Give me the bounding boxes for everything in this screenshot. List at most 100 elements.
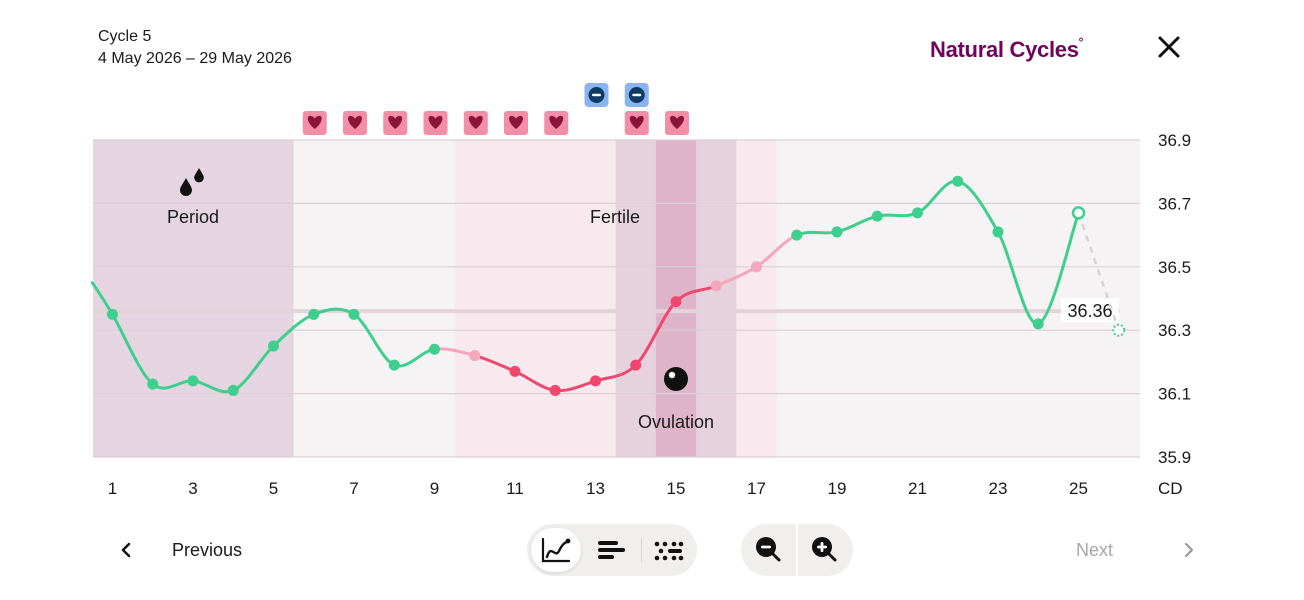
data-point bbox=[268, 340, 279, 352]
predicted-line bbox=[1077, 212, 1120, 331]
view-toggle bbox=[527, 524, 697, 576]
x-tick-label: 15 bbox=[667, 479, 686, 498]
heart-icon bbox=[428, 115, 443, 129]
heart-icon bbox=[468, 115, 483, 129]
y-tick-label: 36.7 bbox=[1158, 194, 1191, 213]
data-point bbox=[509, 365, 521, 377]
brand-mark: ° bbox=[1078, 34, 1084, 49]
y-tick-label: 36.9 bbox=[1158, 131, 1191, 150]
zoom-in-button[interactable] bbox=[799, 528, 851, 572]
data-point bbox=[147, 378, 159, 390]
heart-icon bbox=[670, 115, 684, 129]
ovulation-egg-highlight bbox=[668, 371, 676, 379]
heart-tag bbox=[383, 111, 408, 135]
zoom-controls bbox=[741, 524, 853, 576]
zoom-divider bbox=[796, 524, 798, 576]
x-tick-label: 3 bbox=[188, 479, 197, 498]
fertile-label: Fertile bbox=[590, 207, 640, 227]
heart-icon bbox=[549, 115, 564, 129]
data-point bbox=[630, 359, 642, 371]
period-band bbox=[93, 140, 294, 457]
zoom-out-button[interactable] bbox=[743, 528, 795, 572]
data-point bbox=[992, 226, 1004, 238]
heart-tag bbox=[302, 111, 327, 135]
data-point bbox=[831, 226, 843, 238]
ovulation-icon bbox=[664, 367, 688, 391]
data-point bbox=[710, 280, 722, 292]
next-button[interactable]: Next bbox=[1076, 536, 1199, 564]
view-divider bbox=[641, 538, 642, 562]
data-point bbox=[348, 308, 360, 320]
drop-shape bbox=[194, 168, 204, 183]
minus-mark bbox=[592, 93, 601, 97]
y-tick-label: 36.1 bbox=[1158, 385, 1191, 404]
data-point bbox=[952, 175, 964, 187]
ovulation-label: Ovulation bbox=[638, 412, 714, 432]
y-tick-label: 36.5 bbox=[1158, 258, 1191, 277]
previous-label: Previous bbox=[172, 539, 243, 560]
heart-tag bbox=[665, 111, 689, 135]
x-tick-label: 1 bbox=[108, 479, 117, 498]
cycle-title: Cycle 5 bbox=[98, 28, 152, 45]
y-tick-label: 35.9 bbox=[1158, 448, 1191, 467]
coverline-label-bg bbox=[1061, 298, 1119, 323]
zoom-in-icon bbox=[812, 537, 837, 562]
temperature-line-segment bbox=[1036, 211, 1080, 326]
data-point bbox=[429, 343, 440, 355]
drop-shape bbox=[180, 178, 192, 196]
heart-icon bbox=[629, 115, 644, 129]
data-point bbox=[871, 210, 883, 222]
test-tag bbox=[624, 83, 649, 107]
test-tag bbox=[584, 83, 609, 107]
data-point bbox=[751, 261, 762, 273]
close-icon bbox=[1158, 36, 1180, 58]
coverline-label: 36.36 bbox=[1067, 301, 1112, 321]
heart-icon bbox=[307, 115, 322, 129]
data-point bbox=[388, 359, 400, 371]
data-point bbox=[107, 308, 118, 320]
data-point bbox=[590, 375, 601, 387]
x-tick-label: 25 bbox=[1069, 479, 1088, 498]
heart-tag bbox=[423, 111, 448, 135]
data-point bbox=[791, 229, 803, 241]
x-tick-label: 23 bbox=[989, 479, 1008, 498]
minus-mark bbox=[632, 93, 642, 97]
data-point bbox=[670, 296, 682, 308]
x-tick-label: 5 bbox=[269, 479, 278, 498]
x-tick-label: 13 bbox=[586, 479, 605, 498]
x-tick-label: 11 bbox=[506, 479, 524, 498]
zoom-out-icon bbox=[756, 537, 781, 562]
cycle-dates: 4 May 2026 – 29 May 2026 bbox=[98, 50, 292, 67]
data-point bbox=[308, 308, 320, 320]
chevron-left-icon bbox=[121, 542, 131, 558]
brand-name: Natural Cycles bbox=[930, 37, 1079, 62]
next-label: Next bbox=[1076, 539, 1114, 560]
temperature-line-segment bbox=[111, 312, 155, 386]
data-point bbox=[227, 384, 239, 396]
x-tick-label: 9 bbox=[430, 479, 439, 498]
y-tick-label: 36.3 bbox=[1158, 321, 1191, 340]
data-point bbox=[1032, 318, 1044, 330]
list-view-button[interactable] bbox=[586, 528, 636, 572]
heart-tag bbox=[463, 111, 488, 135]
x-tick-label: 17 bbox=[747, 479, 766, 498]
heart-icon bbox=[509, 115, 523, 129]
close-button[interactable] bbox=[1152, 30, 1186, 64]
heart-tag bbox=[504, 111, 528, 135]
data-point bbox=[469, 350, 481, 362]
data-point bbox=[912, 207, 923, 219]
heart-icon bbox=[388, 115, 403, 129]
x-unit-label: CD bbox=[1158, 479, 1183, 498]
dot-view-button[interactable] bbox=[644, 528, 694, 572]
line-graph-view-button[interactable] bbox=[531, 528, 581, 572]
data-point bbox=[549, 384, 561, 396]
heart-tag bbox=[544, 111, 569, 135]
bar-list-icon bbox=[598, 541, 625, 559]
x-tick-label: 21 bbox=[908, 479, 927, 498]
data-point bbox=[187, 375, 199, 387]
ovulation-egg bbox=[664, 367, 688, 391]
x-tick-label: 7 bbox=[349, 479, 358, 498]
brand-logo: Natural Cycles° bbox=[930, 34, 1084, 63]
previous-button[interactable]: Previous bbox=[116, 536, 242, 564]
